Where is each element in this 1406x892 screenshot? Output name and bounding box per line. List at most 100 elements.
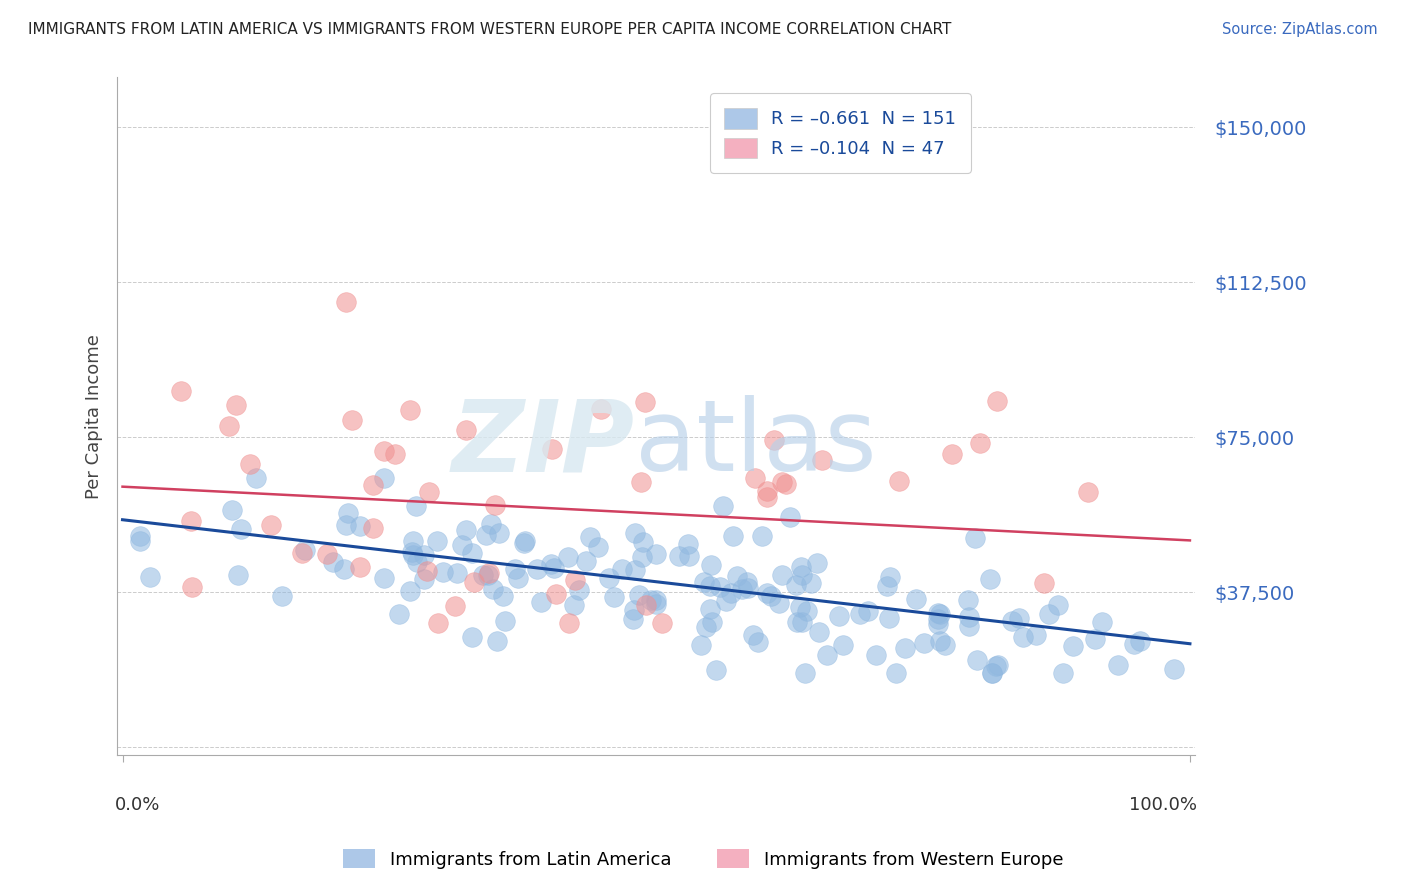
Point <box>770 567 793 582</box>
Point <box>579 530 602 544</box>
Point <box>786 615 808 629</box>
Point <box>941 447 963 461</box>
Point <box>621 612 644 626</box>
Point <box>631 534 654 549</box>
Point <box>568 583 591 598</box>
Point <box>602 590 624 604</box>
Point <box>388 607 411 622</box>
Point <box>540 557 562 571</box>
Point <box>373 571 395 585</box>
Point <box>503 562 526 576</box>
Point <box>624 526 647 541</box>
Point <box>645 547 668 561</box>
Point <box>541 442 564 457</box>
Point <box>905 591 928 606</box>
Point <box>413 572 436 586</box>
Point <box>987 657 1010 672</box>
Point <box>444 599 467 613</box>
Point <box>815 648 838 663</box>
Point <box>957 610 980 624</box>
Point <box>927 607 949 621</box>
Point <box>980 665 1002 680</box>
Point <box>598 571 620 585</box>
Point <box>678 549 700 564</box>
Point <box>763 433 786 447</box>
Point <box>887 474 910 488</box>
Point <box>790 615 813 629</box>
Point <box>558 616 581 631</box>
Point <box>929 607 952 621</box>
Point <box>401 545 423 559</box>
Point <box>544 587 567 601</box>
Point <box>575 554 598 568</box>
Point <box>623 603 645 617</box>
Point <box>695 620 717 634</box>
Point <box>129 529 152 543</box>
Point <box>651 616 673 631</box>
Point <box>966 653 988 667</box>
Point <box>1123 637 1146 651</box>
Point <box>956 592 979 607</box>
Point <box>794 665 817 680</box>
Point <box>751 529 773 543</box>
Point <box>515 534 537 549</box>
Point <box>591 402 613 417</box>
Point <box>1163 662 1185 676</box>
Point <box>877 611 900 625</box>
Point <box>676 537 699 551</box>
Point <box>446 566 468 581</box>
Point <box>811 453 834 467</box>
Point <box>226 568 249 582</box>
Point <box>460 631 482 645</box>
Point <box>463 574 485 589</box>
Point <box>294 543 316 558</box>
Point <box>624 563 647 577</box>
Point <box>789 600 811 615</box>
Point <box>912 636 935 650</box>
Point <box>770 475 793 490</box>
Point <box>1062 640 1084 654</box>
Point <box>1052 665 1074 680</box>
Point <box>479 516 502 531</box>
Point <box>709 580 731 594</box>
Legend: R = –0.661  N = 151, R = –0.104  N = 47: R = –0.661 N = 151, R = –0.104 N = 47 <box>710 94 970 173</box>
Point <box>564 573 586 587</box>
Text: 100.0%: 100.0% <box>1129 796 1198 814</box>
Point <box>418 485 440 500</box>
Point <box>668 549 690 564</box>
Point <box>562 599 585 613</box>
Point <box>333 562 356 576</box>
Point <box>742 628 765 642</box>
Point <box>1038 607 1060 621</box>
Point <box>986 393 1008 408</box>
Point <box>689 638 711 652</box>
Point <box>699 558 721 572</box>
Point <box>779 510 801 524</box>
Point <box>929 634 952 648</box>
Point <box>894 641 917 656</box>
Point <box>340 413 363 427</box>
Point <box>640 593 662 607</box>
Point <box>454 423 477 437</box>
Point <box>291 546 314 560</box>
Point <box>401 548 423 562</box>
Point <box>1084 632 1107 647</box>
Point <box>759 589 782 603</box>
Point <box>454 523 477 537</box>
Point <box>627 588 650 602</box>
Point <box>848 607 870 622</box>
Point <box>645 597 668 611</box>
Point <box>644 593 666 607</box>
Point <box>1077 484 1099 499</box>
Point <box>800 576 823 591</box>
Point <box>756 484 779 499</box>
Point <box>1046 598 1069 612</box>
Point <box>756 490 779 504</box>
Point <box>405 499 427 513</box>
Point <box>828 608 851 623</box>
Point <box>1033 576 1056 591</box>
Text: Source: ZipAtlas.com: Source: ZipAtlas.com <box>1222 22 1378 37</box>
Point <box>482 582 505 597</box>
Point <box>361 477 384 491</box>
Point <box>720 586 742 600</box>
